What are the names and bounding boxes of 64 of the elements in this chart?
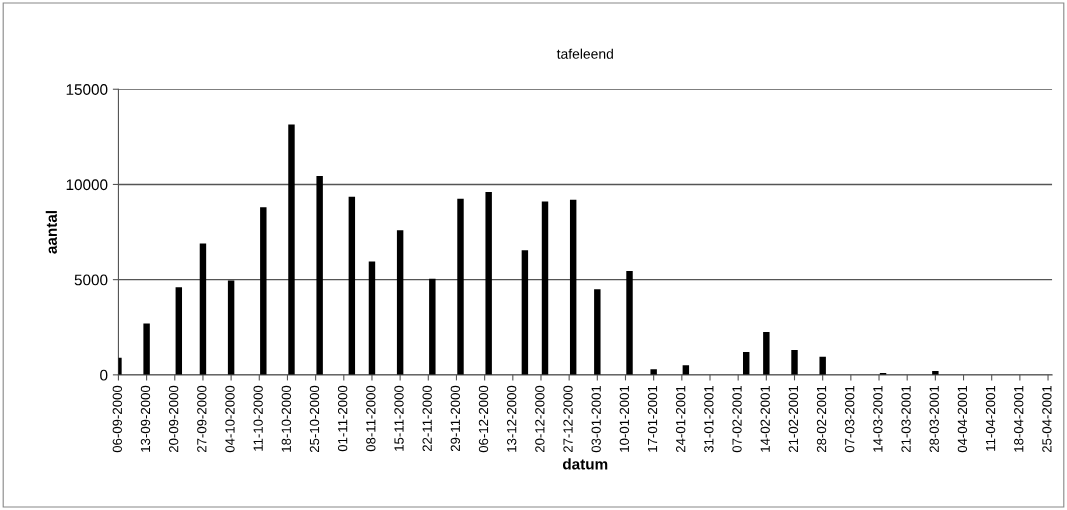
x-tick-label: 07-02-2001 [732,385,742,453]
x-tick-label: 22-11-2000 [422,385,432,452]
bar [199,243,207,375]
x-tick-label: 28-03-2001 [929,385,939,453]
x-tick-label: 10-01-2001 [619,385,630,452]
x-tick-label: 04-10-2000 [225,385,235,453]
bar [541,201,549,375]
bar [396,230,404,375]
x-axis-title: datum [562,458,608,470]
x-tick-label: 24-01-2001 [676,385,686,453]
y-axis-title: aantal [45,211,57,254]
x-tick-label: 21-03-2001 [901,385,911,453]
bar [763,332,770,375]
bar [348,196,356,375]
x-tick-label: 04-04-2001 [957,385,968,453]
bar [316,175,323,375]
x-tick-label: 20-09-2000 [168,385,179,453]
x-tick-label: 20-12-2000 [535,385,545,453]
bar [260,207,267,375]
bar [594,289,601,375]
x-tick-label: 13-12-2000 [507,385,517,452]
bar [819,356,826,375]
x-tick-label: 08-11-2000 [366,385,376,452]
x-tick-label: 14-02-2001 [760,385,770,452]
x-tick-label: 11-04-2001 [985,385,996,451]
x-tick-label: 31-01-2001 [704,385,714,453]
bar [650,369,657,375]
bar [521,250,529,375]
bar [569,199,577,375]
x-tick-label: 06-09-2000 [112,385,122,453]
x-tick-label: 25-10-2000 [309,385,320,453]
chart-title: tafeleend [556,48,613,59]
bar [457,198,464,375]
bar [288,124,295,375]
x-tick-label: 17-01-2001 [647,385,658,452]
bar [791,350,798,375]
bar [429,278,436,375]
y-tick-label: 0 [100,369,108,381]
bar [626,271,633,375]
x-tick-label: 29-11-2000 [450,385,461,452]
x-tick-label: 18-10-2000 [281,385,291,452]
x-tick-label: 13-09-2000 [140,385,151,452]
y-tick-label: 10000 [66,179,108,191]
x-tick-label: 06-12-2000 [478,385,489,453]
x-tick-label: 11-10-2000 [253,385,263,451]
x-tick-label: 07-03-2001 [845,385,855,453]
y-tick-label: 15000 [66,84,108,95]
bar [743,352,750,375]
bar [368,261,376,375]
x-tick-label: 28-02-2001 [816,385,827,453]
x-tick-label: 15-11-2000 [394,385,404,451]
x-tick-label: 14-03-2001 [873,385,883,452]
x-tick-label: 27-12-2000 [563,385,573,453]
bar [143,323,150,375]
x-tick-label: 18-04-2001 [1014,385,1024,452]
x-tick-label: 03-01-2001 [591,385,601,453]
bar [485,192,492,375]
bar [175,287,183,375]
x-tick-label: 25-04-2001 [1042,385,1052,453]
bar [227,280,235,375]
x-tick-label: 27-09-2000 [197,385,207,453]
y-tick-label: 5000 [74,274,108,286]
x-tick-label: 01-11-2000 [337,385,348,452]
x-tick-label: 21-02-2001 [788,385,799,453]
